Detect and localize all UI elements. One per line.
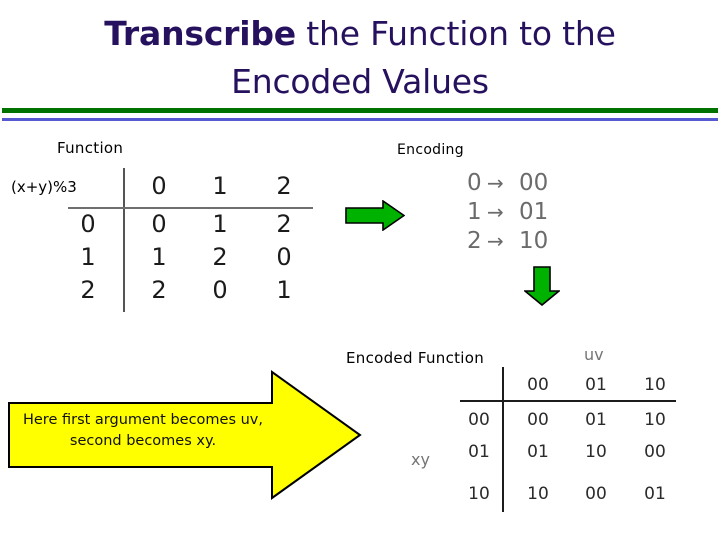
arrow-right-icon: →: [487, 200, 504, 224]
function-cell: 2: [151, 276, 167, 304]
encoded-table-horizontal-rule: [460, 400, 676, 402]
function-formula-label: (x+y)%3: [11, 178, 77, 196]
encoded-col-axis-label: uv: [584, 345, 604, 364]
function-row-header: 2: [80, 276, 96, 304]
function-cell: 1: [151, 243, 167, 271]
function-table-horizontal-rule: [68, 207, 313, 209]
function-col-header: 1: [212, 172, 228, 200]
encoded-cell: 00: [527, 410, 549, 430]
encoded-section-label: Encoded Function: [346, 349, 485, 367]
encoded-cell: 10: [527, 484, 549, 504]
function-cell: 2: [212, 243, 228, 271]
encoded-cell: 01: [527, 442, 549, 462]
encoded-cell: 01: [644, 484, 666, 504]
encoded-table-vertical-rule: [502, 367, 504, 512]
encoded-cell: 10: [644, 410, 666, 430]
page-title: Transcribe the Function to the Encoded V…: [0, 10, 720, 106]
function-cell: 0: [151, 210, 167, 238]
encoding-target: 00: [519, 170, 549, 196]
callout-text-line-1: Here first argument becomes uv,: [22, 412, 263, 428]
function-cell: 2: [276, 210, 292, 238]
function-cell: 0: [276, 243, 292, 271]
divider-green: [2, 108, 718, 113]
encoded-row-header: 01: [468, 442, 490, 462]
encoding-source: 0: [467, 170, 482, 196]
function-row-header: 0: [80, 210, 96, 238]
encoding-section-label: Encoding: [397, 142, 464, 158]
encoded-row-axis-label: xy: [411, 450, 430, 469]
page-title-strong: Transcribe: [104, 14, 296, 53]
encoded-col-header: 10: [644, 375, 666, 395]
yellow-callout-arrow: [8, 370, 362, 500]
encoding-map-row: 1 → 01: [467, 199, 548, 225]
function-col-header: 0: [151, 172, 167, 200]
arrow-right-icon: →: [487, 171, 504, 195]
encoded-cell: 00: [585, 484, 607, 504]
encoded-row-header: 10: [468, 484, 490, 504]
function-cell: 0: [212, 276, 228, 304]
callout-text-line-2: second becomes xy.: [69, 433, 217, 449]
encoded-row-header: 00: [468, 410, 490, 430]
page-title-line-1: Transcribe the Function to the: [0, 10, 720, 58]
encoding-map-row: 0 → 00: [467, 170, 548, 196]
encoded-cell: 01: [585, 410, 607, 430]
encoding-target: 10: [519, 228, 549, 254]
divider-blue: [2, 118, 718, 121]
encoded-cell: 10: [585, 442, 607, 462]
encoded-cell: 00: [644, 442, 666, 462]
encoded-col-header: 01: [585, 375, 607, 395]
function-section-label: Function: [57, 139, 124, 157]
arrow-right-icon: →: [487, 229, 504, 253]
function-cell: 1: [212, 210, 228, 238]
callout-text: Here first argument becomes uv, second b…: [18, 410, 268, 452]
page-title-rest: the Function to the: [295, 14, 616, 53]
page-title-line-2: Encoded Values: [231, 62, 489, 101]
function-cell: 1: [276, 276, 292, 304]
function-row-header: 1: [80, 243, 96, 271]
green-down-arrow-icon: [524, 266, 560, 306]
encoded-col-header: 00: [527, 375, 549, 395]
function-table-vertical-rule: [123, 168, 125, 312]
encoding-map-row: 2 → 10: [467, 228, 548, 254]
function-col-header: 2: [276, 172, 292, 200]
green-right-arrow-icon: [345, 200, 405, 231]
encoding-source: 2: [467, 228, 482, 254]
encoding-target: 01: [519, 199, 549, 225]
encoding-source: 1: [467, 199, 482, 225]
